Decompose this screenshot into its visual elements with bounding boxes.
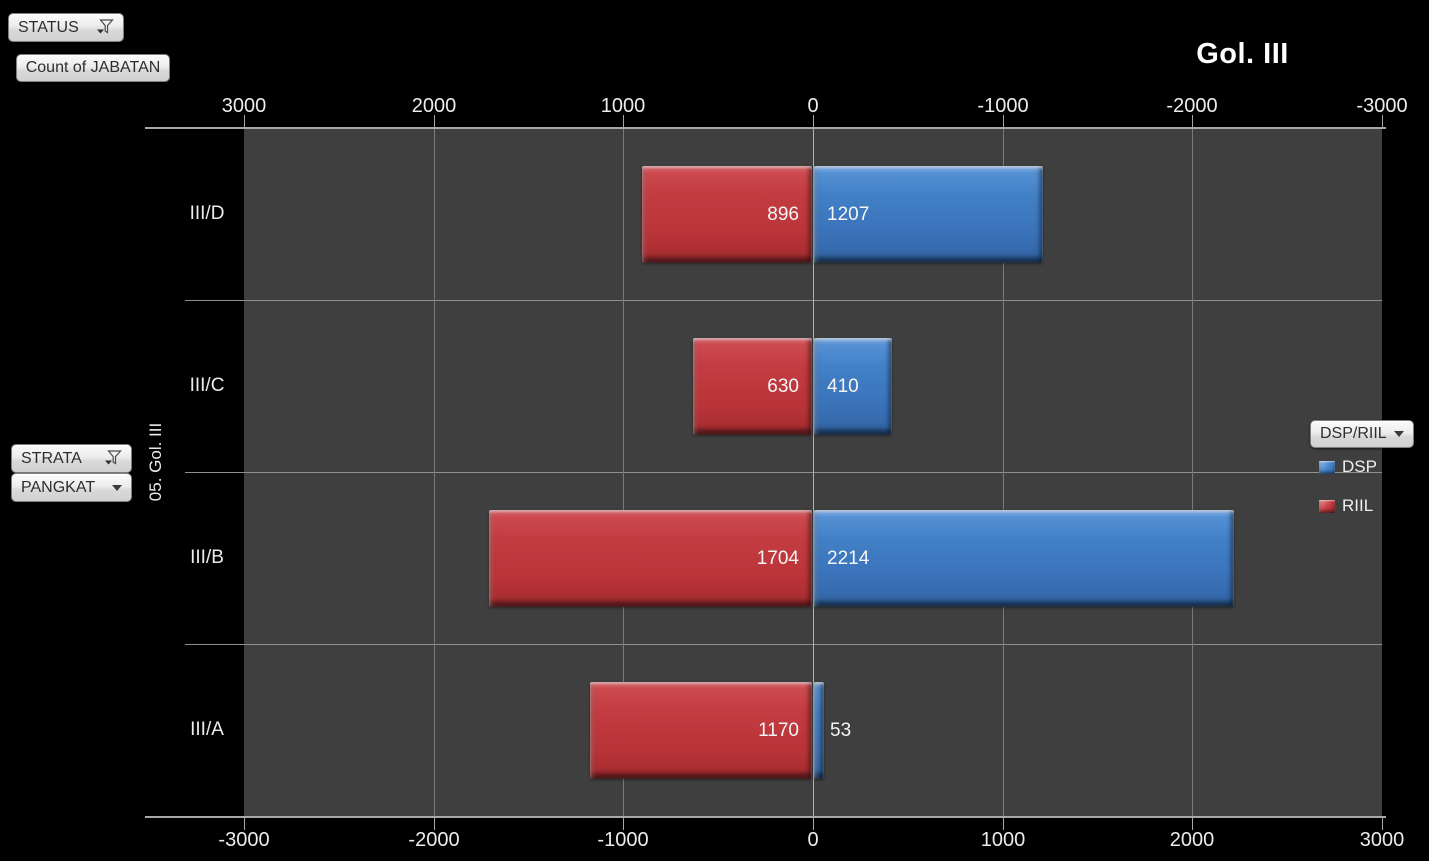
riil-bar-value-label: 1170	[758, 720, 799, 741]
bottom-axis-tick-label: 2000	[1169, 829, 1215, 851]
value-gridline	[813, 128, 814, 816]
bottom-axis-tick-label: 3000	[1359, 829, 1405, 851]
riil-series-marker-icon	[1319, 499, 1335, 513]
value-gridline	[1192, 128, 1193, 816]
series-filter-label: DSP/RIIL	[1320, 425, 1387, 442]
dsp-bar	[814, 338, 892, 435]
dsp-bar-value-label: 2214	[827, 548, 870, 569]
category-label: III/A	[190, 719, 224, 740]
bottom-axis-tick-label: 1000	[980, 829, 1026, 851]
row-gridline	[185, 472, 1382, 473]
dsp-bar-value-label: 1207	[827, 204, 870, 225]
top-axis-tick	[244, 115, 245, 128]
dsp-series-marker-icon	[1319, 460, 1335, 474]
bottom-axis-tick-label: 0	[807, 829, 819, 851]
value-gridline	[623, 128, 624, 816]
bottom-axis-tick	[623, 817, 624, 830]
top-axis-tick	[434, 115, 435, 128]
legend-label-riil: RIIL	[1342, 496, 1374, 515]
riil-bar	[590, 682, 812, 779]
category-label: III/B	[190, 547, 224, 568]
strata-filter-label: STRATA	[21, 449, 82, 467]
filter-funnel-icon	[95, 19, 114, 36]
pangkat-filter-label: PANGKAT	[21, 478, 96, 496]
bottom-axis-tick	[1382, 817, 1383, 830]
riil-bar-value-label: 630	[767, 376, 799, 397]
riil-bar-value-label: 1704	[756, 548, 799, 569]
top-axis-tick	[813, 115, 814, 128]
legend-item-dsp[interactable]: DSP	[1319, 457, 1377, 477]
legend-label-dsp: DSP	[1342, 457, 1377, 476]
bottom-axis-tick	[813, 817, 814, 830]
dsp-bar	[814, 682, 824, 779]
top-axis-tick	[1003, 115, 1004, 128]
dsp-bar-value-label: 410	[827, 376, 859, 397]
top-value-axis-line	[145, 127, 1386, 129]
top-axis-tick-label: 1000	[600, 95, 646, 117]
bottom-axis-tick	[244, 817, 245, 830]
dsp-bar	[814, 166, 1043, 263]
series-filter-button[interactable]: DSP/RIIL	[1310, 420, 1414, 448]
row-gridline	[185, 644, 1382, 645]
top-axis-tick-label: 0	[807, 95, 819, 117]
category-axis-title: 05. Gol. III	[146, 422, 165, 502]
chevron-down-icon	[112, 484, 122, 491]
dsp-bar-value-label: 53	[830, 720, 852, 741]
category-label: III/D	[189, 203, 225, 224]
bottom-axis-tick-label: -2000	[408, 829, 460, 851]
bottom-axis-tick	[1192, 817, 1193, 830]
top-axis-tick-label: -1000	[977, 95, 1029, 117]
top-axis-tick-label: -3000	[1356, 95, 1408, 117]
strata-filter-button[interactable]: STRATA	[11, 444, 132, 473]
top-axis-tick	[1192, 115, 1193, 128]
category-label: III/C	[189, 375, 225, 396]
top-axis-tick	[1382, 115, 1383, 128]
top-axis-tick-label: -2000	[1166, 95, 1218, 117]
bottom-axis-tick	[434, 817, 435, 830]
dsp-bar	[814, 510, 1234, 607]
status-filter-label: STATUS	[18, 18, 79, 36]
filter-funnel-icon	[103, 450, 122, 467]
riil-bar	[489, 510, 812, 607]
row-gridline	[185, 300, 1382, 301]
top-axis-tick-label: 2000	[411, 95, 457, 117]
status-filter-button[interactable]: STATUS	[8, 13, 124, 42]
pangkat-filter-button[interactable]: PANGKAT	[11, 473, 132, 502]
value-gridline	[434, 128, 435, 816]
bottom-axis-tick	[1003, 817, 1004, 830]
top-axis-tick-label: 3000	[221, 95, 267, 117]
top-axis-tick	[623, 115, 624, 128]
riil-bar	[693, 338, 812, 435]
bottom-value-axis-line	[145, 816, 1386, 818]
bottom-axis-tick-label: -3000	[218, 829, 270, 851]
value-gridline	[1003, 128, 1004, 816]
chevron-down-icon	[1394, 431, 1404, 437]
count-of-jabatan-button[interactable]: Count of JABATAN	[16, 54, 170, 82]
riil-bar	[642, 166, 812, 263]
chart-title: Gol. III	[1196, 38, 1289, 70]
count-of-jabatan-label: Count of JABATAN	[25, 59, 161, 76]
legend-item-riil[interactable]: RIIL	[1319, 496, 1373, 516]
bottom-axis-tick-label: -1000	[597, 829, 649, 851]
riil-bar-value-label: 896	[767, 204, 799, 225]
